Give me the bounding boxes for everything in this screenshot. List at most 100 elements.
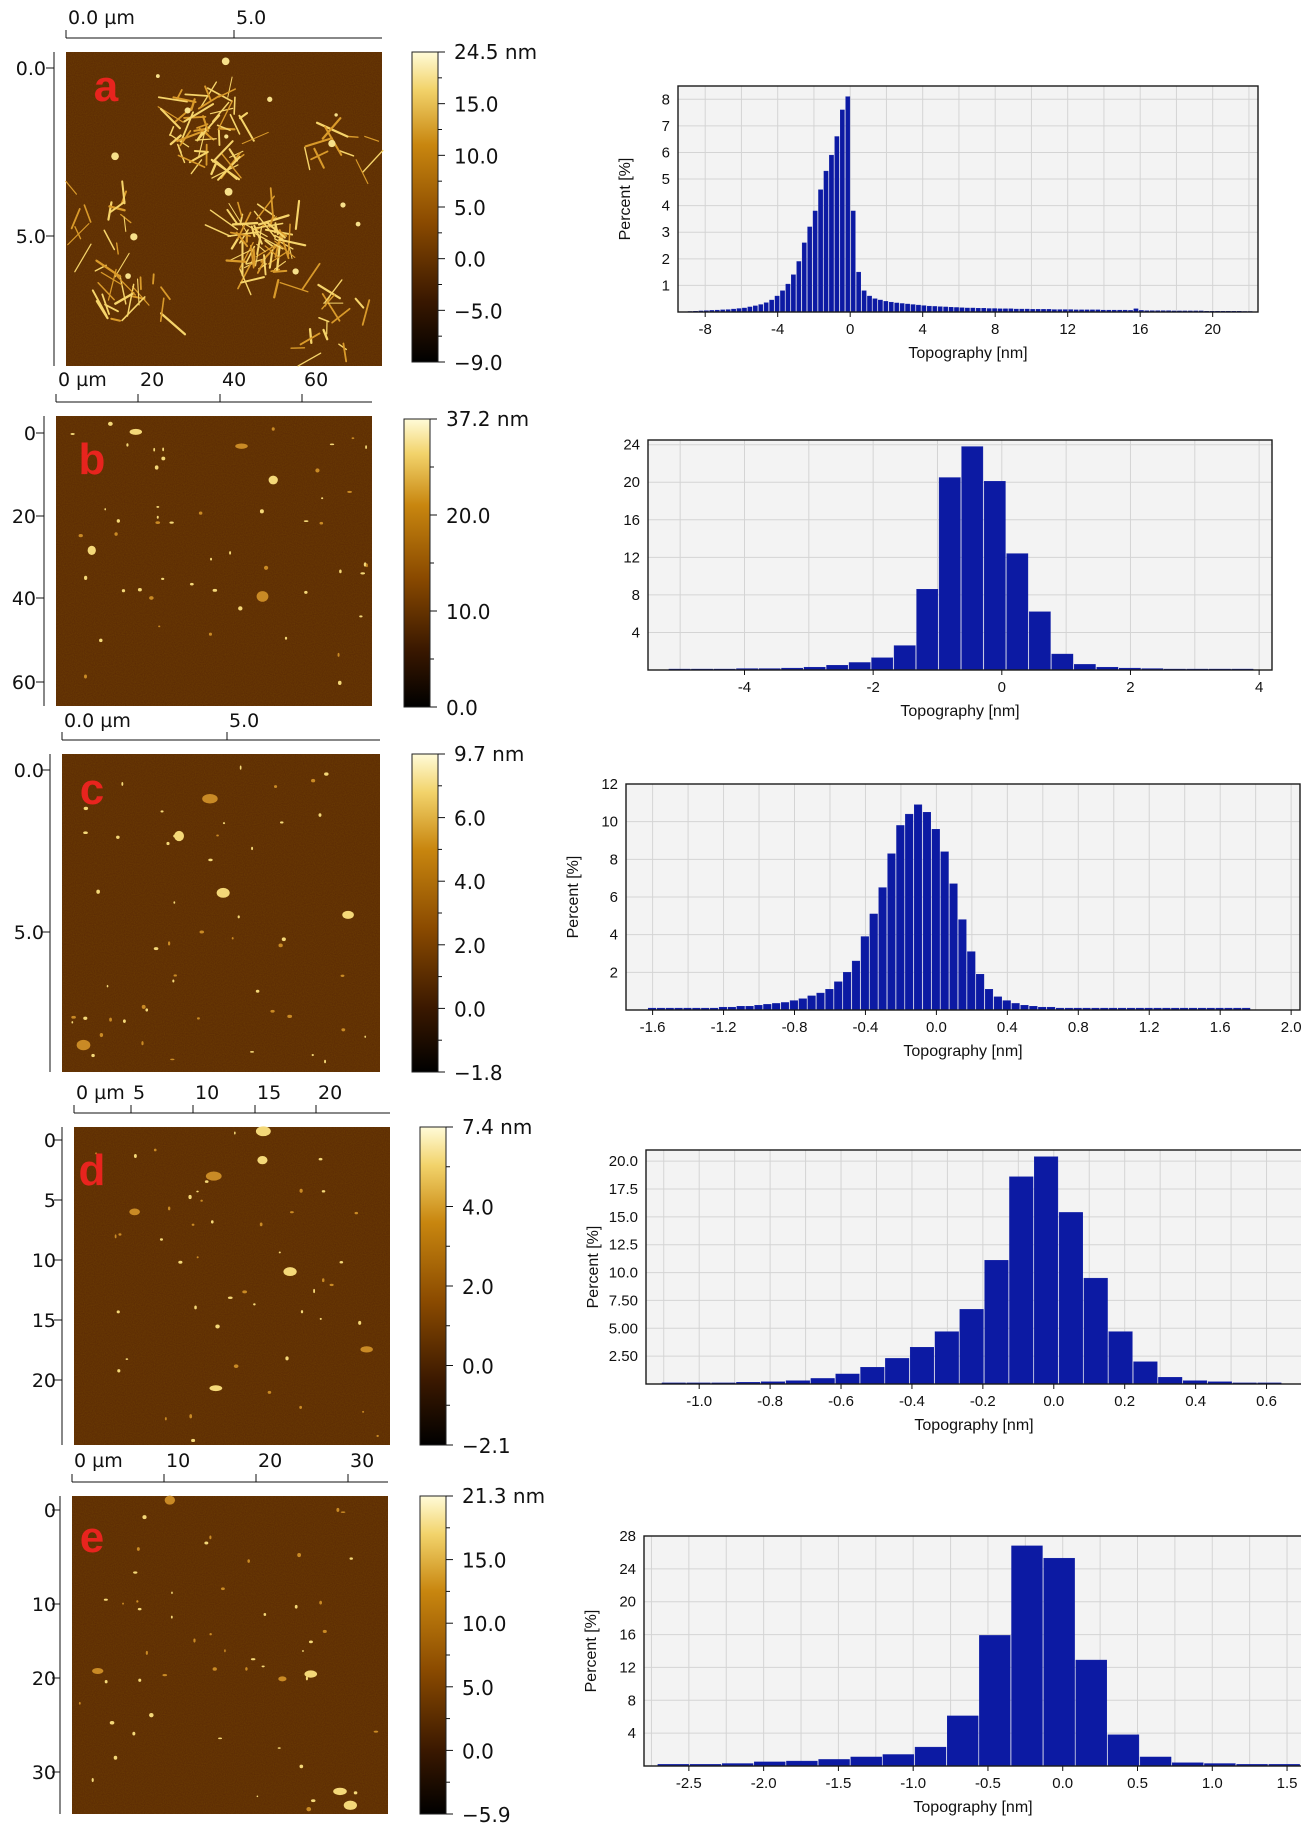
x-tick-label: 1.5 — [1277, 1775, 1298, 1792]
histogram-bar — [1052, 654, 1073, 670]
y-tick-label: 3 — [662, 224, 670, 241]
afm-x-tick-label: 20 — [258, 1450, 282, 1472]
y-tick-label: 15.0 — [609, 1209, 638, 1226]
histogram-bar — [896, 825, 904, 1010]
histogram-bar — [827, 665, 848, 670]
panel-label: a — [94, 62, 119, 111]
histogram-bar — [808, 996, 816, 1010]
afm-x-tick-label: 0.0 µm — [68, 7, 135, 29]
y-tick-label: 20 — [619, 1594, 636, 1611]
histogram-bar — [1003, 1001, 1011, 1010]
afm-x-tick-label: 0 µm — [58, 369, 107, 391]
x-tick-label: -8 — [699, 321, 712, 338]
histogram-bar — [826, 989, 834, 1010]
x-tick-label: -0.2 — [970, 1393, 996, 1410]
x-tick-label: -2.5 — [676, 1775, 702, 1792]
afm-texture — [74, 1127, 390, 1445]
histogram-bar — [851, 1757, 882, 1766]
histogram-bar — [763, 1004, 771, 1010]
histogram-bar — [775, 296, 779, 312]
x-tick-label: 0.5 — [1127, 1775, 1148, 1792]
histogram-bar — [911, 305, 915, 312]
afm-x-tick-label: 20 — [318, 1082, 342, 1104]
histogram-bar — [905, 304, 909, 312]
histogram-bar — [967, 952, 975, 1010]
color-scale-label: 7.4 nm — [462, 1115, 532, 1139]
x-tick-label: 4 — [919, 321, 927, 338]
histogram-bar — [770, 300, 774, 312]
x-axis-label: Topography [nm] — [900, 703, 1019, 720]
color-scale-label: −5.0 — [454, 299, 503, 323]
afm-y-tick-label: 20 — [32, 1668, 56, 1690]
x-tick-label: 1.2 — [1139, 1019, 1160, 1036]
y-tick-label: 10 — [601, 814, 618, 831]
histogram-bar — [840, 110, 844, 312]
color-scale-label: −2.1 — [462, 1434, 511, 1458]
afm-y-tick-label: 40 — [12, 588, 36, 610]
y-axis-label: Percent [%] — [617, 158, 634, 241]
y-axis-label: Percent [%] — [585, 1226, 602, 1309]
y-tick-label: 6 — [610, 889, 618, 906]
histogram-bar — [1009, 1177, 1033, 1384]
color-scale-label: −9.0 — [454, 351, 503, 375]
color-scale-label: 6.0 — [454, 807, 486, 831]
histogram-bar — [950, 884, 958, 1010]
histogram-bar — [835, 137, 839, 312]
histogram-bar — [817, 993, 825, 1010]
panel-label: c — [80, 765, 104, 814]
histogram-bar — [759, 305, 763, 312]
histogram-bar — [944, 307, 948, 312]
histogram-bar — [935, 1332, 959, 1384]
color-scale-label: 0.0 — [454, 248, 486, 272]
histogram-bar — [914, 805, 922, 1010]
color-scale-label: −1.8 — [454, 1061, 503, 1085]
y-tick-label: 12 — [601, 776, 618, 793]
color-scale-label: 0.0 — [462, 1739, 494, 1763]
histogram-bar — [834, 982, 842, 1010]
afm-x-tick-label: 5 — [133, 1082, 145, 1104]
histogram-bar — [1059, 1212, 1083, 1384]
afm-y-tick-label: 20 — [32, 1370, 56, 1392]
y-tick-label: 12.5 — [609, 1237, 638, 1254]
x-tick-label: 0 — [998, 679, 1006, 696]
histogram-bar — [938, 307, 942, 312]
color-scale-label: 0.0 — [446, 696, 478, 720]
histogram-bar — [994, 997, 1002, 1010]
x-tick-label: -4 — [771, 321, 784, 338]
x-axis-label: Topography [nm] — [908, 345, 1027, 362]
afm-x-tick-label: 20 — [140, 369, 164, 391]
histogram-bar — [755, 1005, 763, 1010]
histogram-bar — [884, 301, 888, 312]
histogram-bar — [1158, 1377, 1182, 1384]
x-tick-label: -0.5 — [975, 1775, 1001, 1792]
color-scale-label: 2.0 — [462, 1275, 494, 1299]
x-tick-label: 8 — [991, 321, 999, 338]
histogram-bar — [985, 989, 993, 1010]
histogram-bar — [932, 829, 940, 1010]
histogram-bar — [843, 972, 851, 1010]
histogram-bar — [829, 155, 833, 312]
histogram-bar — [786, 1761, 817, 1766]
afm-x-tick-label: 0 µm — [76, 1082, 125, 1104]
color-scale-label: 9.7 nm — [454, 742, 524, 766]
x-tick-label: -2 — [866, 679, 879, 696]
histogram-bar — [802, 243, 806, 312]
histogram-bar — [916, 305, 920, 312]
x-tick-label: 0.6 — [1256, 1393, 1277, 1410]
afm-x-tick-label: 30 — [350, 1450, 374, 1472]
x-tick-label: -0.4 — [899, 1393, 925, 1410]
histogram-bar — [1134, 1362, 1158, 1384]
color-scale-label: 10.0 — [454, 144, 499, 168]
histogram-bar — [939, 478, 960, 670]
histogram-bar — [922, 306, 926, 312]
histogram-bar — [748, 307, 752, 312]
histogram-bar — [824, 171, 828, 312]
y-tick-label: 8 — [628, 1692, 636, 1709]
color-scale-label: 10.0 — [462, 1612, 507, 1636]
color-scale-label: 4.0 — [462, 1196, 494, 1220]
